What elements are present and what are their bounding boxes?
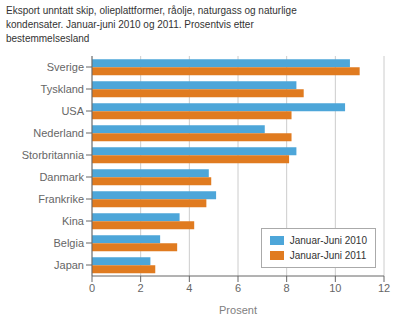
svg-text:10: 10 — [329, 282, 341, 294]
svg-text:Storbritannia: Storbritannia — [22, 149, 85, 161]
svg-text:Japan: Japan — [54, 259, 84, 271]
svg-text:USA: USA — [61, 105, 84, 117]
svg-text:Nederland: Nederland — [33, 127, 84, 139]
html-text:Eksport unntatt skip, olieplat: Eksport unntatt skip, olieplattformer, r… — [6, 5, 297, 16]
html-text:bestemmelsesland: bestemmelsesland — [6, 33, 90, 44]
svg-text:Tyskland: Tyskland — [41, 83, 84, 95]
svg-text:Prosent: Prosent — [219, 304, 257, 316]
svg-text:2: 2 — [138, 282, 144, 294]
svg-text:4: 4 — [186, 282, 192, 294]
svg-text:Kina: Kina — [62, 215, 85, 227]
svg-text:8: 8 — [284, 282, 290, 294]
svg-text:Belgia: Belgia — [53, 237, 84, 249]
svg-text:Frankrike: Frankrike — [38, 193, 84, 205]
svg-text:Sverige: Sverige — [47, 61, 84, 73]
svg-text:6: 6 — [235, 282, 241, 294]
html-text:Januar-Juni 2011: Januar-Juni 2011 — [289, 250, 367, 261]
html-text:Januar-Juni 2010: Januar-Juni 2010 — [289, 235, 367, 246]
svg-text:Danmark: Danmark — [39, 171, 84, 183]
html-text:kondensater. Januar-juni 2010: kondensater. Januar-juni 2010 og 2011. P… — [6, 19, 254, 30]
svg-text:0: 0 — [89, 282, 95, 294]
svg-text:12: 12 — [378, 282, 390, 294]
